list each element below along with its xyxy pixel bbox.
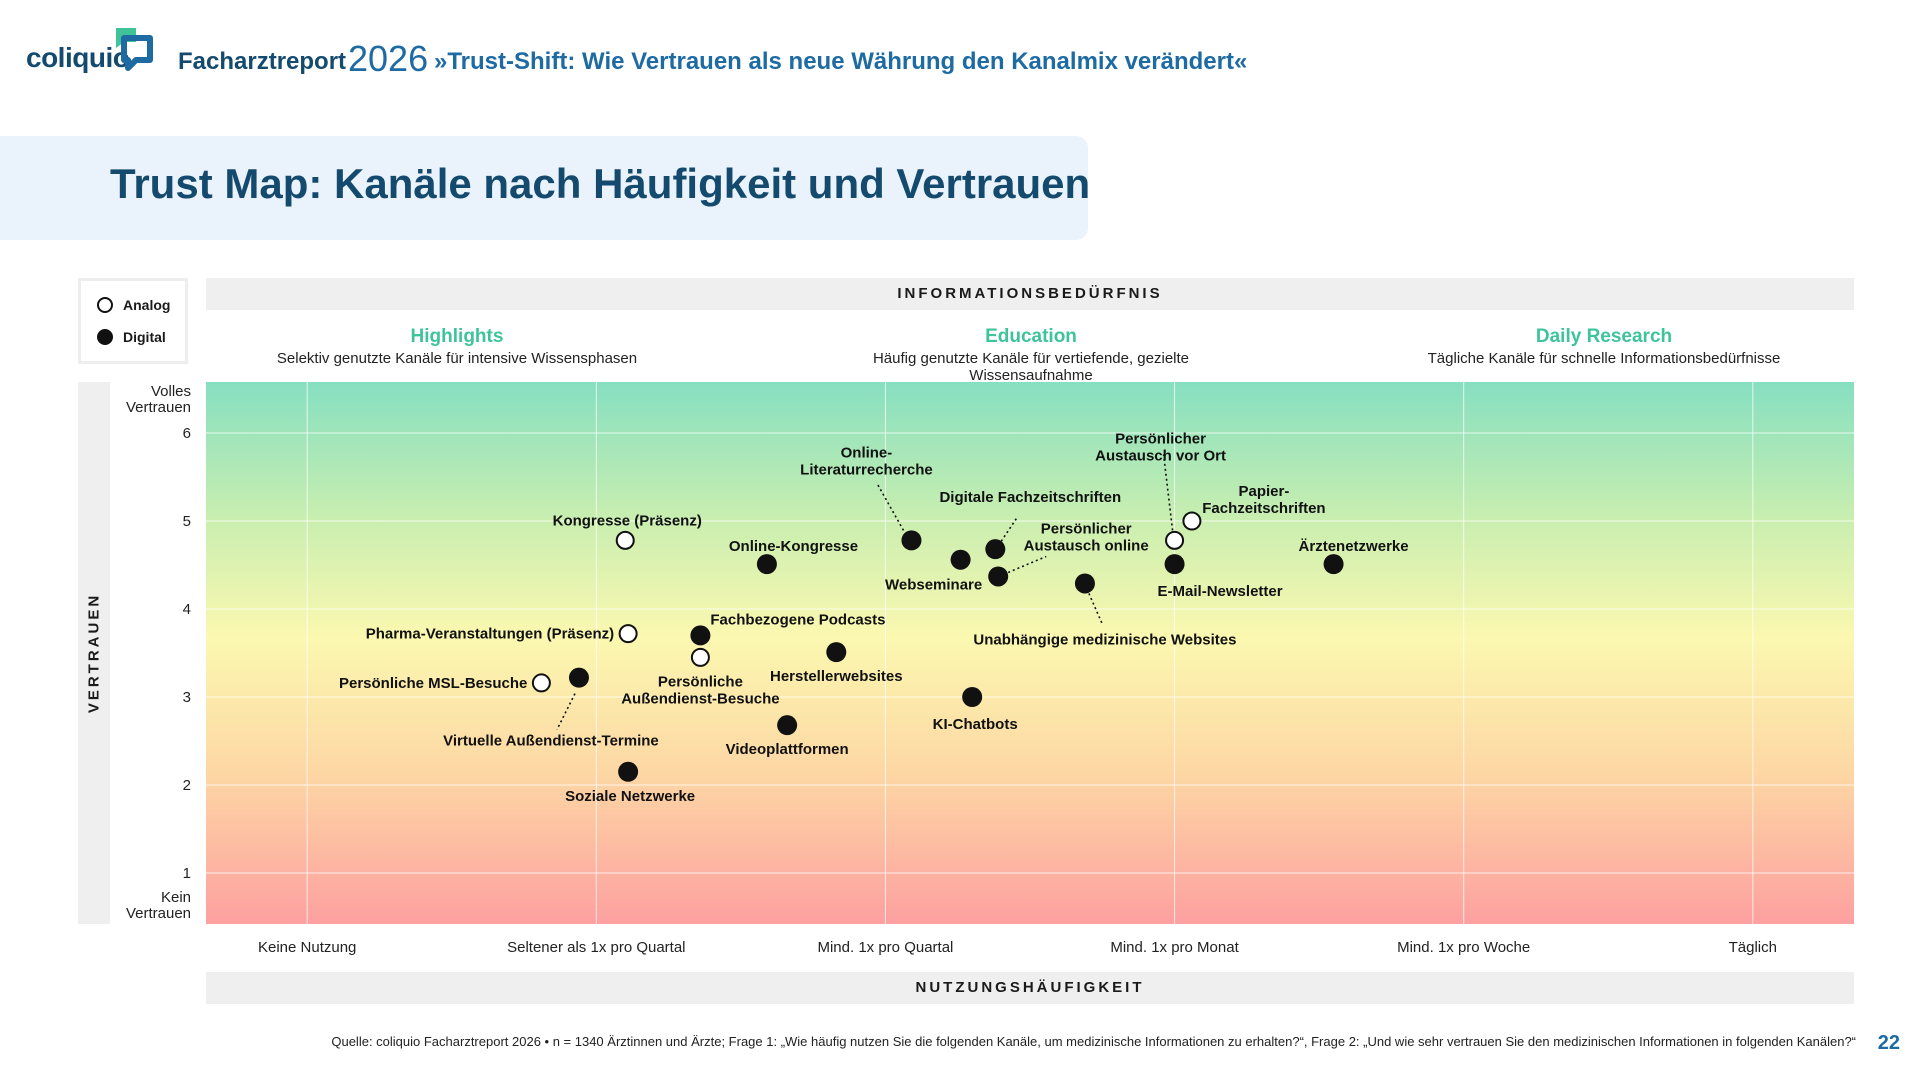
segment-desc: Selektiv genutzte Kanäle für intensive W… bbox=[276, 350, 638, 367]
leader-unabhängige-medizinische-websites bbox=[1088, 593, 1104, 626]
segment-highlights: Highlights Selektiv genutzte Kanäle für … bbox=[247, 326, 667, 367]
segment-desc: Tägliche Kanäle für schnelle Information… bbox=[1427, 350, 1781, 367]
point-persönliche-msl-besuche bbox=[531, 673, 551, 693]
y-top-label: Volles Vertrauen bbox=[126, 383, 191, 416]
x-tick-label: Täglich bbox=[1729, 939, 1777, 956]
x-tick-label: Mind. 1x pro Quartal bbox=[817, 939, 953, 956]
point-online-literaturrecherche bbox=[901, 530, 922, 551]
point-webseminare bbox=[950, 549, 971, 570]
point-ärztenetzwerke bbox=[1323, 554, 1344, 575]
segment-education: Education Häufig genutzte Kanäle für ver… bbox=[821, 326, 1241, 384]
label-persönliche-msl-besuche: Persönliche MSL-Besuche bbox=[339, 675, 527, 692]
label-webseminare: Webseminare bbox=[885, 577, 982, 594]
segment-title: Education bbox=[985, 326, 1077, 347]
legend-digital-label: Digital bbox=[123, 329, 166, 345]
y-tick-label: 5 bbox=[183, 513, 191, 530]
report-title: Facharztreport bbox=[178, 48, 347, 75]
label-herstellerwebsites: Herstellerwebsites bbox=[770, 668, 903, 685]
point-kongresse-präsenz bbox=[615, 530, 635, 550]
y-tick-label: 3 bbox=[183, 689, 191, 706]
label-virtuelle-außendienst-termine: Virtuelle Außendienst-Termine bbox=[443, 733, 659, 750]
page-title-band: Trust Map: Kanäle nach Häufigkeit und Ve… bbox=[0, 136, 1091, 240]
label-fachbezogene-podcasts: Fachbezogene Podcasts bbox=[710, 611, 885, 628]
point-e-mail-newsletter bbox=[1164, 554, 1185, 575]
page-header: coliquio Facharztreport 2026 »Trust-Shif… bbox=[0, 0, 1920, 120]
point-virtuelle-außendienst-termine bbox=[568, 667, 589, 688]
logo-wordmark: coliquio bbox=[26, 42, 130, 73]
leader-lines bbox=[556, 454, 1174, 730]
axis-ticks: Keine Nutzung Seltener als 1x pro Quartal… bbox=[126, 383, 1777, 956]
label-persönliche-außendienst-besuche: Persönliche Außendienst-Besuche bbox=[621, 673, 779, 707]
label-papier-fachzeitschriften: Papier-Fachzeitschriften bbox=[1202, 483, 1325, 517]
x-tick-label: Mind. 1x pro Monat bbox=[1110, 939, 1239, 956]
label-persönlicher-austausch-online: Persönlicher Austausch online bbox=[1024, 520, 1149, 554]
point-labels: Kongresse (Präsenz) Pharma-Veranstaltunge… bbox=[339, 430, 1409, 804]
open-circle-icon bbox=[97, 297, 113, 313]
point-ki-chatbots bbox=[962, 686, 983, 707]
top-axis-band: INFORMATIONSBEDÜRFNIS bbox=[206, 278, 1854, 310]
logo-speech-bubble-icon bbox=[116, 28, 153, 71]
label-online-literaturrecherche: Online-Literaturrecherche bbox=[800, 444, 933, 478]
report-year: 2026 bbox=[348, 38, 429, 79]
point-persönlicher-austausch-online bbox=[988, 566, 1009, 587]
label-ki-chatbots: KI-Chatbots bbox=[933, 716, 1018, 733]
x-axis-band: NUTZUNGSHÄUFIGKEIT bbox=[206, 972, 1854, 1004]
legend-analog-label: Analog bbox=[123, 297, 171, 313]
leader-virtuelle-außendienst-termine bbox=[556, 693, 576, 730]
x-tick-label: Keine Nutzung bbox=[258, 939, 356, 956]
label-persönlicher-austausch-vor-ort: Persönlicher Austausch vor Ort bbox=[1095, 430, 1226, 464]
legend-item-digital: Digital bbox=[97, 329, 166, 345]
legend-item-analog: Analog bbox=[97, 297, 170, 313]
point-pharma-veranstaltungen-präsenz bbox=[618, 624, 638, 644]
x-tick-label: Seltener als 1x pro Quartal bbox=[507, 939, 685, 956]
grid-lines bbox=[206, 382, 1854, 924]
chart-legend: Analog Digital bbox=[78, 278, 188, 364]
point-unabhängige-medizinische-websites bbox=[1074, 573, 1095, 594]
y-axis-band: VERTRAUEN bbox=[78, 382, 110, 924]
filled-circle-icon bbox=[97, 329, 113, 345]
source-footnote: Quelle: coliquio Facharztreport 2026 • n… bbox=[331, 1034, 1856, 1049]
segment-title: Highlights bbox=[410, 326, 504, 347]
page-title: Trust Map: Kanäle nach Häufigkeit und Ve… bbox=[110, 160, 1091, 207]
segment-desc: Häufig genutzte Kanäle für vertiefende, … bbox=[872, 350, 1190, 384]
y-tick-label: 2 bbox=[183, 777, 191, 794]
label-unabhängige-medizinische-websites: Unabhängige medizinische Websites bbox=[973, 631, 1236, 648]
segment-daily-research: Daily Research Tägliche Kanäle für schne… bbox=[1394, 326, 1814, 367]
label-kongresse-präsenz: Kongresse (Präsenz) bbox=[553, 512, 702, 529]
point-videoplattformen bbox=[777, 715, 798, 736]
point-online-kongresse bbox=[756, 554, 777, 575]
point-persönlicher-austausch-vor-ort bbox=[1165, 530, 1185, 550]
label-e-mail-newsletter: E-Mail-Newsletter bbox=[1158, 583, 1283, 600]
point-persönliche-außendienst-besuche bbox=[690, 647, 710, 667]
page-number: 22 bbox=[1877, 1032, 1900, 1054]
x-tick-label: Mind. 1x pro Woche bbox=[1397, 939, 1530, 956]
label-videoplattformen: Videoplattformen bbox=[726, 741, 849, 758]
data-points bbox=[531, 511, 1344, 782]
point-soziale-netzwerke bbox=[618, 761, 639, 782]
y-tick-label: 1 bbox=[183, 865, 191, 882]
segment-title: Daily Research bbox=[1535, 326, 1673, 347]
y-tick-label: 4 bbox=[183, 601, 191, 618]
point-digitale-fachzeitschriften bbox=[985, 539, 1006, 560]
leader-online-literaturrecherche bbox=[875, 481, 905, 531]
label-digitale-fachzeitschriften: Digitale Fachzeitschriften bbox=[939, 489, 1121, 506]
label-soziale-netzwerke: Soziale Netzwerke bbox=[565, 788, 695, 805]
label-ärztenetzwerke: Ärztenetzwerke bbox=[1299, 538, 1409, 555]
y-tick-label: 6 bbox=[183, 425, 191, 442]
y-bottom-label: Kein Vertrauen bbox=[126, 889, 191, 922]
label-pharma-veranstaltungen-präsenz: Pharma-Veranstaltungen (Präsenz) bbox=[366, 626, 614, 643]
point-fachbezogene-podcasts bbox=[690, 625, 711, 646]
report-subtitle: »Trust-Shift: Wie Vertrauen als neue Wäh… bbox=[434, 48, 1248, 75]
point-herstellerwebsites bbox=[826, 642, 847, 663]
coliquio-logo[interactable]: coliquio bbox=[26, 26, 153, 76]
plot-background bbox=[206, 382, 1854, 924]
leader-persönlicher-austausch-online bbox=[1007, 555, 1047, 574]
point-papier-fachzeitschriften bbox=[1182, 511, 1202, 531]
label-online-kongresse: Online-Kongresse bbox=[729, 538, 858, 555]
